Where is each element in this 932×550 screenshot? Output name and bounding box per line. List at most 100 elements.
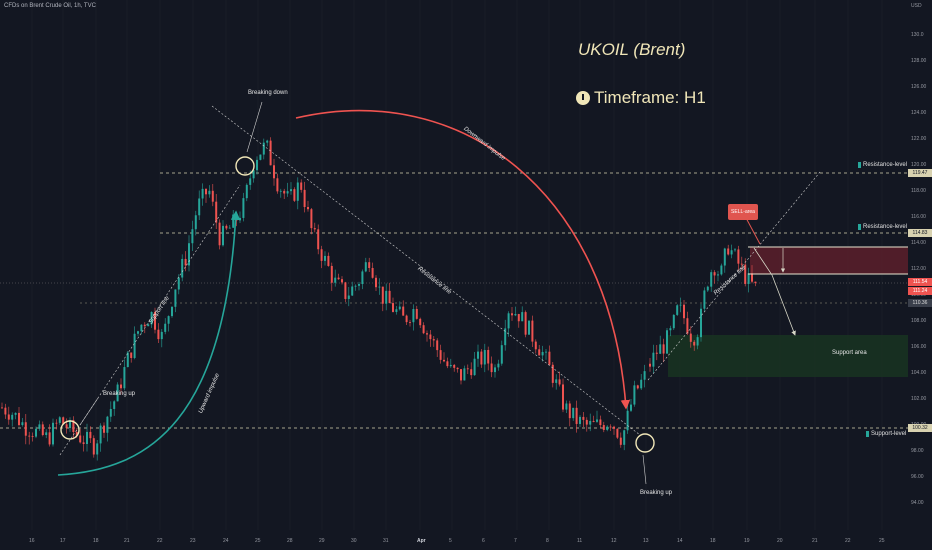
candle-body — [672, 314, 675, 329]
candle-body — [470, 369, 473, 376]
breaking-up-circle-right — [635, 433, 655, 453]
date-tick-label: 7 — [514, 538, 517, 544]
candle-body — [160, 331, 163, 340]
candle-body — [116, 384, 119, 402]
candle-body — [38, 424, 41, 429]
candle-body — [334, 277, 337, 283]
candle-body — [218, 222, 221, 246]
candle-body — [1, 407, 3, 409]
chart-title: UKOIL (Brent) — [578, 40, 686, 59]
candle-body — [463, 368, 466, 381]
candle-body — [103, 425, 105, 433]
candle-body — [490, 363, 493, 373]
date-tick-label: 21 — [812, 538, 818, 544]
candle-body — [652, 352, 655, 367]
candle-body — [154, 311, 156, 330]
candle-body — [398, 306, 401, 310]
price-box-current-2: 111.24 — [908, 287, 932, 295]
candle-body — [511, 313, 513, 316]
candle-body — [747, 273, 750, 284]
candle-body — [313, 228, 316, 230]
candle-body — [592, 420, 595, 422]
projection-arrow — [753, 247, 796, 336]
price-box-resistance-2: 114.83 — [908, 229, 932, 237]
candle-body — [371, 267, 374, 278]
candle-body — [589, 420, 592, 425]
candle-body — [300, 182, 303, 190]
resistance-trend-line-right — [647, 171, 821, 381]
date-tick-label: 29 — [319, 538, 325, 544]
candle-body — [558, 379, 561, 385]
candle-body — [504, 328, 507, 346]
candle-body — [191, 229, 194, 244]
candle-body — [147, 324, 150, 327]
price-tick-label: 118.00 — [911, 188, 926, 194]
candle-body — [703, 290, 706, 309]
date-tick-label: 16 — [29, 538, 35, 544]
price-tick-label: 108.00 — [911, 318, 927, 324]
candle-body — [286, 191, 289, 194]
candle-body — [429, 334, 432, 340]
breaking-down-pointer — [246, 101, 263, 153]
candle-body — [713, 272, 716, 276]
candle-body — [626, 410, 629, 431]
candle-body — [4, 407, 7, 415]
candle-body — [659, 344, 662, 354]
candle-body — [310, 209, 313, 229]
date-tick-label: 22 — [157, 538, 163, 544]
candle-body — [201, 188, 204, 199]
candle-body — [41, 424, 44, 436]
candle-body — [249, 178, 252, 185]
candle-body — [555, 379, 558, 383]
candle-body — [392, 303, 394, 312]
candle-body — [45, 432, 48, 436]
candle-body — [754, 281, 757, 284]
breaking-down-label: Breaking down — [248, 90, 288, 96]
candle-body — [245, 184, 248, 199]
date-tick-label: 20 — [777, 538, 783, 544]
candle-body — [320, 249, 323, 261]
candle-body — [446, 361, 449, 367]
price-tick-label: 114.00 — [911, 240, 926, 246]
candle-body — [402, 306, 405, 316]
candle-body — [140, 324, 143, 332]
timeframe-label: Timeframe: H1 — [576, 88, 706, 108]
candle-body — [364, 262, 367, 272]
candle-body — [157, 329, 160, 340]
candle-body — [734, 249, 736, 251]
candle-body — [669, 328, 672, 331]
candle-body — [412, 308, 415, 323]
candle-body — [307, 207, 309, 210]
candle-body — [303, 189, 306, 208]
candle-body — [422, 325, 425, 334]
candle-body — [167, 316, 170, 324]
candle-body — [317, 229, 320, 250]
date-tick-label: 22 — [845, 538, 851, 544]
candle-body — [395, 309, 398, 312]
candle-body — [477, 351, 479, 359]
price-tick-label: 104.00 — [911, 370, 927, 376]
candle-body — [188, 243, 190, 266]
candle-body — [324, 255, 326, 261]
currency-label: USD — [911, 3, 922, 9]
candle-body — [700, 308, 702, 338]
candle-body — [636, 385, 639, 389]
candle-body — [79, 435, 82, 443]
price-tick-label: 96.00 — [911, 474, 924, 480]
candle-body — [443, 359, 445, 362]
candle-body — [730, 250, 733, 255]
price-box-mid: 110.36 — [908, 299, 932, 307]
candle-body — [72, 420, 75, 432]
candle-body — [662, 344, 665, 354]
price-box-support: 100.32 — [908, 424, 932, 432]
breaking-up-circle-left — [60, 420, 80, 440]
candle-body — [368, 262, 371, 268]
candle-body — [82, 442, 85, 445]
candle-body — [106, 416, 109, 433]
sell-pointer — [744, 215, 761, 245]
price-tick-label: 98.00 — [911, 448, 924, 454]
candle-body — [727, 248, 730, 255]
candle-body — [35, 428, 37, 437]
candle-body — [633, 385, 636, 405]
